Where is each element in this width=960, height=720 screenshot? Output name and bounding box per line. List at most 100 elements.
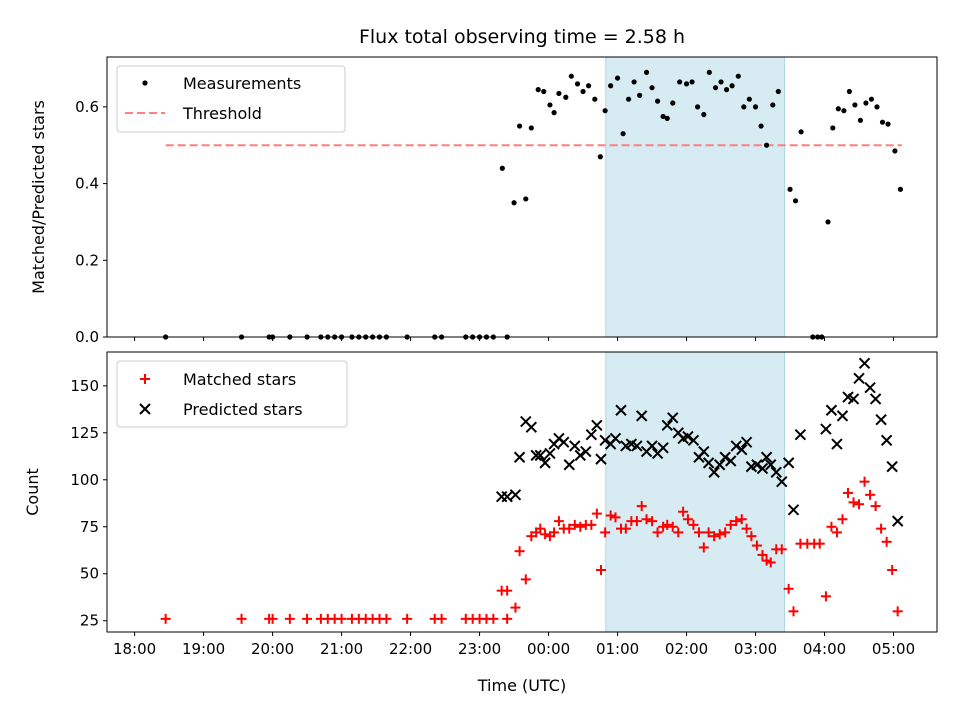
matched-star-point: [636, 501, 647, 512]
x-tick-label: 00:00: [527, 640, 570, 658]
measurement-point: [568, 73, 574, 79]
y-tick-label: 50: [80, 565, 99, 583]
predicted-star-stroke: [787, 504, 800, 516]
measurement-point: [735, 73, 741, 79]
count-panel-frame: [106, 351, 938, 633]
measurement-point: [775, 88, 781, 95]
measurement-point: [585, 83, 592, 89]
predicted-star-stroke: [698, 445, 710, 458]
observing-span-rect: [605, 351, 786, 633]
x-tick-label: 22:00: [389, 640, 432, 658]
matched-star-point: [510, 602, 521, 613]
legend-measurement-marker: [142, 80, 148, 86]
matched-star-point: [831, 527, 842, 538]
predicted-star-point: [864, 381, 876, 394]
predicted-star-point: [782, 457, 795, 469]
measurement-point: [547, 102, 553, 108]
measurement-point: [689, 79, 695, 85]
y-tick-label: 0.0: [75, 328, 99, 346]
matched-star-point: [720, 527, 731, 538]
matched-star-point: [837, 514, 848, 525]
predicted-star-stroke: [520, 415, 532, 428]
matched-star-point: [402, 613, 413, 624]
y-tick-label: 0.6: [75, 98, 99, 116]
matched-star-point: [678, 506, 689, 517]
matched-star-point: [540, 529, 551, 540]
predicted-star-point: [501, 490, 513, 503]
measurement-point: [763, 142, 770, 148]
predicted-star-stroke: [869, 393, 882, 405]
measurement-point: [608, 83, 614, 89]
predicted-star-point: [794, 428, 807, 441]
matched-star-point: [757, 549, 768, 560]
predicted-star-point: [580, 445, 592, 458]
measurement-point: [563, 94, 569, 100]
matched-star-point: [302, 613, 313, 624]
matched-star-point: [647, 516, 658, 527]
measurement-point: [614, 75, 621, 81]
predicted-star-point: [513, 451, 526, 463]
matched-star-point: [662, 519, 673, 530]
measurement-point: [852, 102, 858, 108]
predicted-star-stroke: [702, 457, 715, 469]
matched-star-point: [859, 476, 870, 487]
matched-star-point: [586, 519, 597, 530]
matched-star-point: [641, 514, 652, 525]
matched-star-point: [765, 557, 776, 568]
observing-span-bottom: [605, 351, 786, 633]
measurement-point: [637, 92, 643, 98]
measurement-point: [620, 131, 626, 137]
matched-star-point: [652, 527, 663, 538]
measurement-point: [712, 85, 719, 91]
predicted-star-point: [569, 440, 581, 452]
predicted-star-point: [687, 434, 700, 447]
measurement-point: [798, 129, 804, 135]
matched-star-point: [788, 606, 799, 617]
predicted-star-point: [595, 453, 607, 465]
x-tick-label: 21:00: [320, 640, 363, 658]
predicted-star-point: [770, 466, 782, 478]
predicted-star-point: [776, 475, 788, 488]
predicted-star-point: [760, 451, 773, 463]
measurement-point: [574, 81, 581, 87]
matched-star-point: [731, 516, 742, 527]
measurement-point: [511, 200, 517, 206]
measurement-point: [631, 79, 637, 85]
matched-star-point: [284, 613, 295, 624]
measurement-point: [874, 104, 880, 110]
predicted-star-point: [509, 489, 522, 501]
predicted-star-stroke: [751, 459, 763, 471]
matched-star-point: [549, 527, 560, 538]
matched-star-point: [746, 531, 757, 542]
predicted-star-point: [756, 462, 769, 475]
predicted-star-stroke: [599, 434, 611, 447]
predicted-star-point: [765, 459, 777, 471]
y-tick-label: 100: [70, 471, 99, 489]
matched-star-point: [865, 489, 876, 500]
predicted-star-point: [615, 404, 627, 416]
predicted-star-point: [599, 434, 611, 447]
measurement-point: [792, 198, 799, 204]
matched-star-point: [848, 497, 859, 508]
predicted-star-point: [646, 440, 658, 452]
predicted-star-stroke: [574, 449, 587, 462]
predicted-star-stroke: [667, 412, 679, 424]
legend-label: Threshold: [182, 104, 262, 123]
predicted-star-point: [820, 423, 832, 435]
predicted-star-stroke: [765, 459, 777, 471]
predicted-star-stroke: [585, 428, 598, 441]
measurement-point: [660, 113, 666, 120]
predicted-star-stroke: [782, 457, 795, 469]
predicted-star-stroke: [725, 455, 737, 467]
measurement-point: [670, 100, 676, 106]
predicted-star-point: [530, 449, 542, 462]
measurement-point: [879, 119, 886, 125]
matched-star-point: [826, 521, 837, 532]
count-panel: 18:00 19:00 20:00 21:00 22:00 23:00 00:00 01:00…: [23, 351, 938, 658]
predicted-star-stroke: [756, 462, 769, 475]
matched-star-point: [814, 538, 825, 549]
measurement-point: [835, 106, 841, 112]
measurement-point: [857, 117, 864, 123]
predicted-star-point: [825, 404, 838, 416]
x-tick-label: 04:00: [803, 640, 846, 658]
